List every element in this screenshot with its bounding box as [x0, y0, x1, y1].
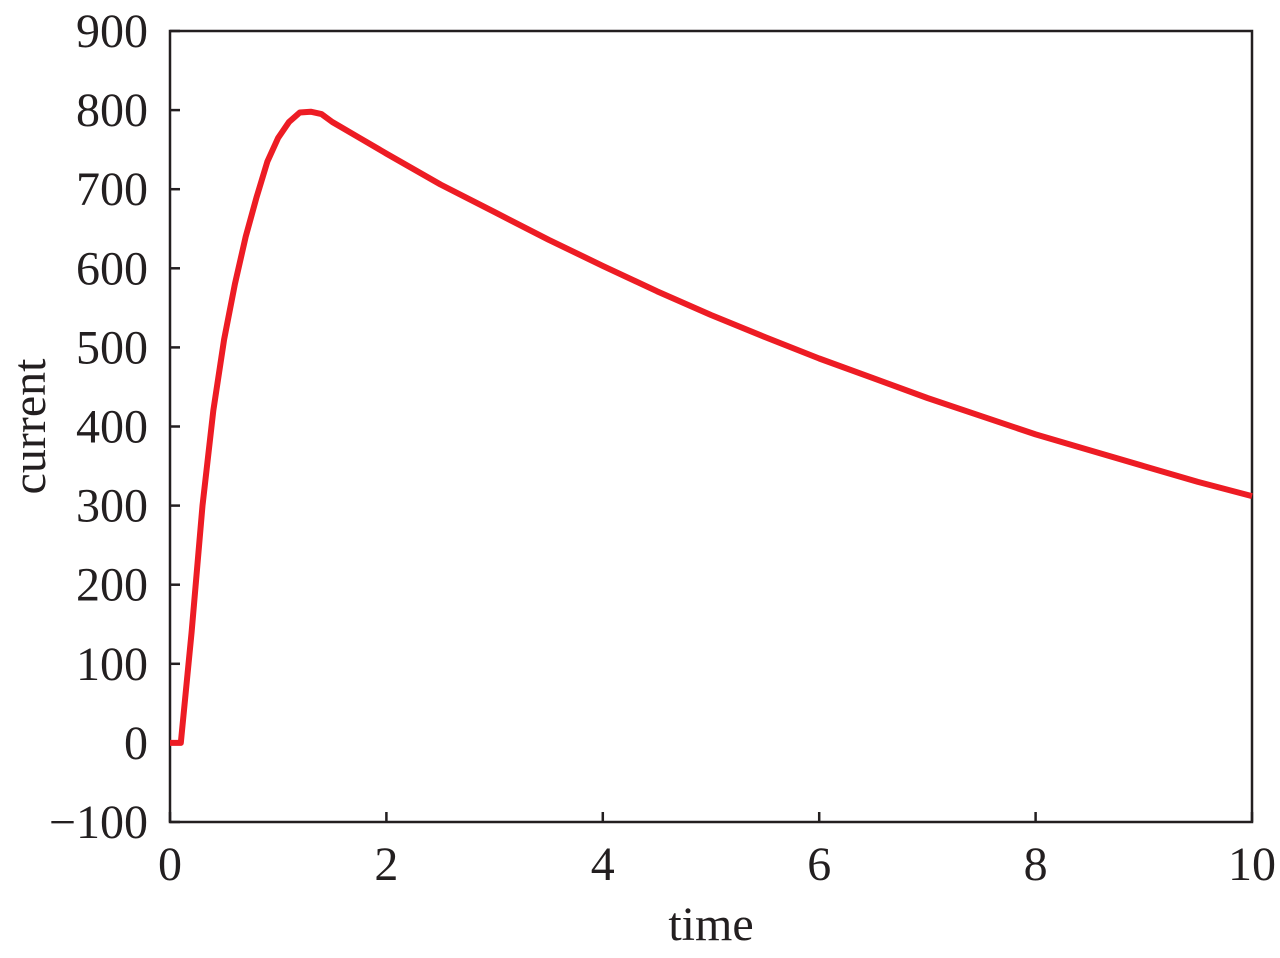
x-tick-label: 2 — [374, 838, 398, 891]
y-tick-label: 800 — [76, 84, 148, 137]
plot-frame — [168, 29, 1254, 824]
y-tick-label: 100 — [76, 638, 148, 691]
y-tick-label: 200 — [76, 559, 148, 612]
series-line — [170, 108, 1253, 746]
y-tick-label: 300 — [76, 480, 148, 533]
x-tick-label: 0 — [158, 838, 182, 891]
x-tick-label: 10 — [1228, 838, 1276, 891]
y-tick-label: 400 — [76, 401, 148, 454]
y-tick-label: −100 — [49, 796, 148, 849]
y-axis-label: current — [3, 358, 56, 495]
y-tick-label: 700 — [76, 163, 148, 216]
x-tick-label: 6 — [807, 838, 831, 891]
x-tick-label: 4 — [591, 838, 615, 891]
x-axis-label: time — [668, 898, 753, 951]
y-tick-label: 0 — [124, 717, 148, 770]
y-tick-label: 900 — [76, 5, 148, 58]
y-tick-label: 500 — [76, 321, 148, 374]
x-tick-label: 8 — [1024, 838, 1048, 891]
y-tick-label: 600 — [76, 242, 148, 295]
